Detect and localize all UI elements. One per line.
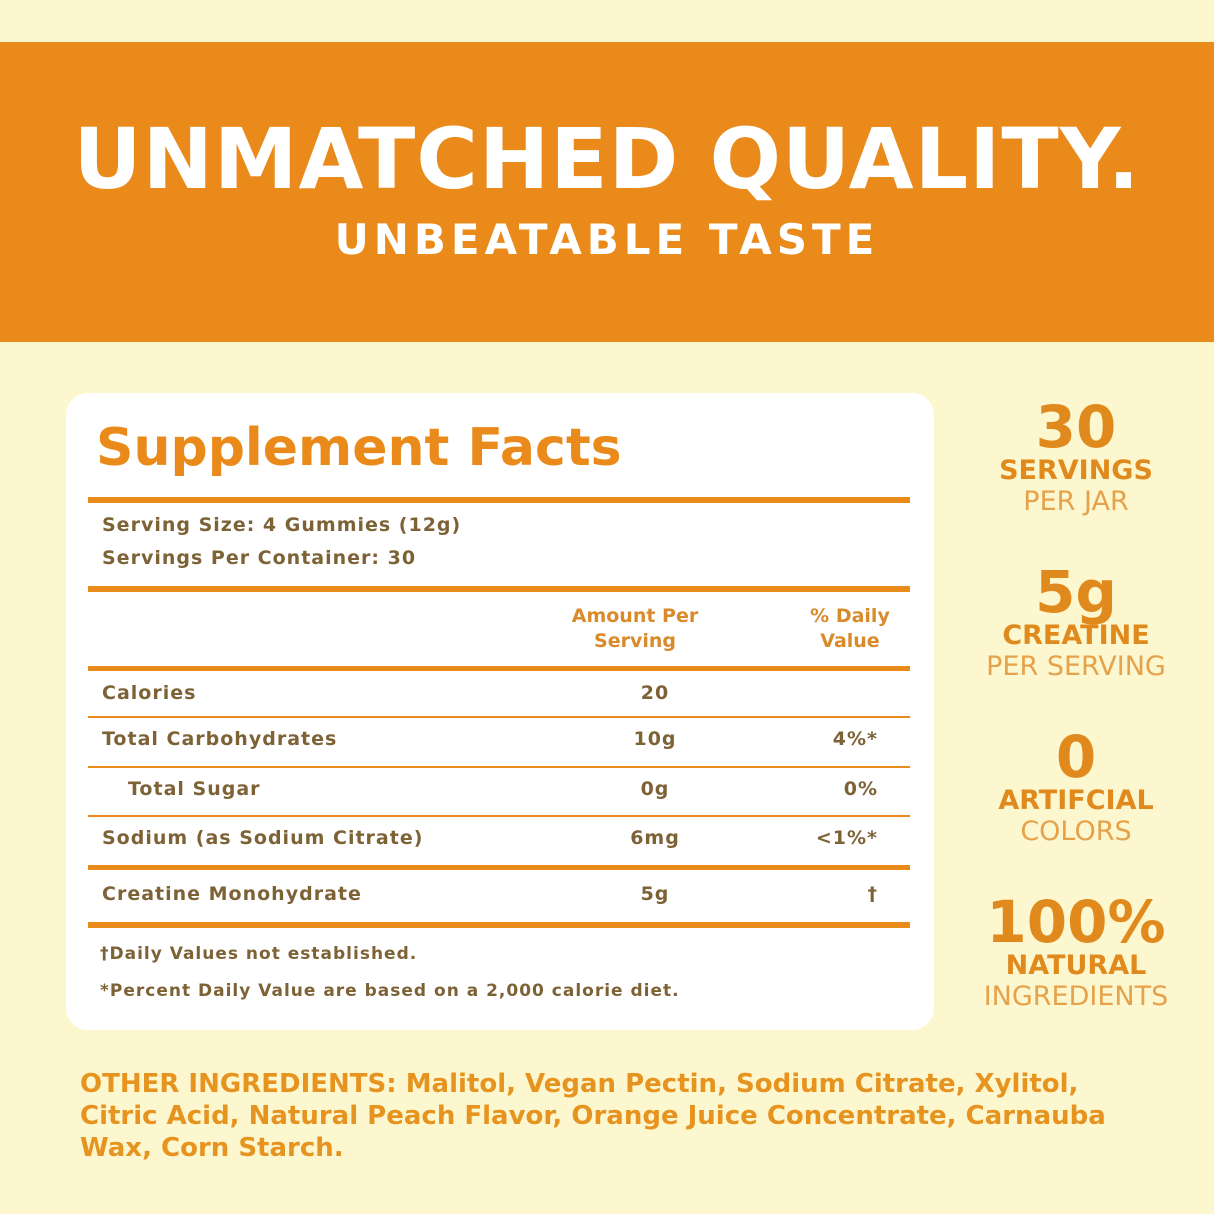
facts-card [66, 393, 934, 1030]
stat-sub: PER SERVING [986, 651, 1166, 682]
row-daily-value: 0% [843, 778, 878, 800]
stat-label: ARTIFCIAL [998, 785, 1154, 816]
row-daily-value: † [867, 883, 878, 905]
title: UNMATCHED QUALITY. [73, 110, 1141, 208]
stat-label: CREATINE [1002, 620, 1150, 651]
servings-per-container: Servings Per Container: 30 [102, 547, 417, 569]
footnote: †Daily Values not established. [100, 944, 418, 964]
column-header: Amount Per Serving [571, 605, 699, 652]
row-name: Total Sugar [128, 778, 261, 800]
other-ingredients: OTHER INGREDIENTS: Malitol, Vegan Pectin… [80, 1068, 1140, 1164]
facts-title: Supplement Facts [96, 418, 622, 478]
serving-size: Serving Size: 4 Gummies (12g) [102, 514, 462, 536]
stat-label: NATURAL [1005, 950, 1147, 981]
rule [88, 815, 910, 817]
stat-value: 100% [986, 888, 1166, 956]
stat-value: 30 [1035, 393, 1117, 461]
row-amount: 5g [640, 883, 670, 905]
subtitle: UNBEATABLE TASTE [334, 215, 880, 264]
row-amount: 0g [640, 778, 670, 800]
rule [88, 497, 910, 503]
row-name: Sodium (as Sodium Citrate) [102, 827, 424, 849]
row-amount: 20 [640, 682, 670, 704]
stat-value: 5g [1035, 558, 1117, 626]
stat-sub: PER JAR [1023, 486, 1129, 517]
row-name: Creatine Monohydrate [102, 883, 362, 905]
rule [88, 666, 910, 671]
other-ingredients-label: OTHER INGREDIENTS: [80, 1069, 397, 1099]
footnote: *Percent Daily Value are based on a 2,00… [100, 981, 680, 1001]
rule [88, 766, 910, 768]
row-daily-value: <1%* [815, 827, 878, 849]
rule [88, 865, 910, 870]
row-name: Total Carbohydrates [102, 728, 338, 750]
rule [88, 586, 910, 592]
stat-label: SERVINGS [999, 455, 1153, 486]
stat-sub: INGREDIENTS [983, 981, 1169, 1012]
row-daily-value: 4%* [832, 728, 878, 750]
other-ingredients-text: Malitol, Vegan Pectin, Sodium Citrate, X… [80, 1069, 1106, 1163]
banner [0, 42, 1214, 342]
stat-value: 0 [1055, 723, 1097, 791]
row-amount: 6mg [630, 827, 680, 849]
rule [88, 716, 910, 718]
column-header: % Daily Value [810, 605, 890, 652]
row-amount: 10g [633, 728, 677, 750]
stat-sub: COLORS [1020, 816, 1132, 847]
rule [88, 922, 910, 928]
row-name: Calories [102, 682, 197, 704]
